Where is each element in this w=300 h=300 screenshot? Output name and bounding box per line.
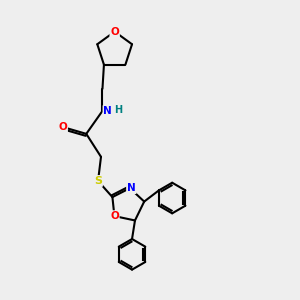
Text: H: H: [114, 105, 122, 115]
Text: S: S: [94, 176, 102, 186]
Text: N: N: [127, 183, 136, 193]
Text: N: N: [103, 106, 112, 116]
Text: O: O: [110, 27, 119, 37]
Text: O: O: [110, 211, 119, 221]
Text: O: O: [58, 122, 67, 132]
